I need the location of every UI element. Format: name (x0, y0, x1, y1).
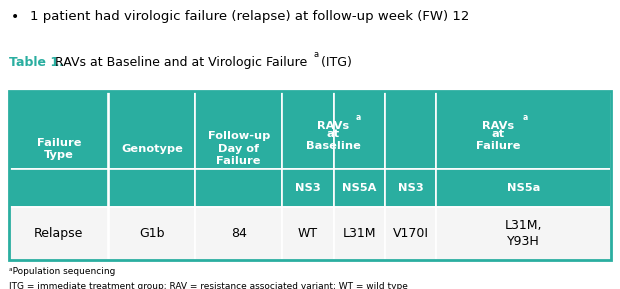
Text: Genotype: Genotype (121, 144, 183, 154)
Bar (436, 207, 611, 260)
Text: NS3: NS3 (295, 183, 321, 193)
Bar (282, 207, 334, 260)
Text: ᵃPopulation sequencing: ᵃPopulation sequencing (9, 267, 116, 276)
Text: RAVs: RAVs (482, 121, 514, 131)
Bar (9, 91, 108, 169)
Text: L31M,
Y93H: L31M, Y93H (505, 219, 542, 248)
Bar (334, 91, 385, 169)
Text: Table 1.: Table 1. (9, 56, 64, 69)
Bar (108, 169, 195, 207)
Text: a: a (314, 50, 319, 59)
Text: G1b: G1b (139, 227, 165, 240)
Bar (334, 169, 385, 207)
Bar (385, 169, 436, 207)
Text: •: • (11, 10, 19, 24)
Text: RAVs at Baseline and at Virologic Failure: RAVs at Baseline and at Virologic Failur… (51, 56, 307, 69)
Text: a: a (523, 112, 528, 122)
Bar (334, 207, 385, 260)
Bar (9, 169, 108, 207)
Bar (108, 207, 195, 260)
Text: at
Baseline: at Baseline (306, 129, 361, 151)
Bar (282, 169, 334, 207)
Bar (282, 91, 334, 169)
Text: WT: WT (298, 227, 318, 240)
Bar (195, 207, 282, 260)
Text: RAVs: RAVs (317, 121, 350, 131)
Bar (195, 169, 282, 207)
Text: NS5A: NS5A (342, 183, 376, 193)
Text: L31M: L31M (342, 227, 376, 240)
Bar (436, 91, 611, 169)
Text: ITG = immediate treatment group; RAV = resistance associated variant; WT = wild : ITG = immediate treatment group; RAV = r… (9, 282, 408, 289)
Text: NS5a: NS5a (507, 183, 540, 193)
Text: 1 patient had virologic failure (relapse) at follow-up week (FW) 12: 1 patient had virologic failure (relapse… (30, 10, 469, 23)
Text: (ITG): (ITG) (317, 56, 352, 69)
Bar (195, 91, 282, 169)
Text: 84: 84 (231, 227, 247, 240)
Bar (385, 207, 436, 260)
Bar (436, 169, 611, 207)
Text: Failure
Type: Failure Type (37, 138, 81, 160)
Bar (9, 91, 611, 260)
Text: Relapse: Relapse (34, 227, 84, 240)
Bar (385, 91, 436, 169)
Bar (108, 91, 195, 169)
Text: V170I: V170I (392, 227, 429, 240)
Text: NS3: NS3 (398, 183, 423, 193)
Text: a: a (355, 112, 360, 122)
Text: Follow-up
Day of
Failure: Follow-up Day of Failure (208, 131, 270, 166)
Bar (9, 207, 108, 260)
Text: at
Failure: at Failure (476, 129, 520, 151)
